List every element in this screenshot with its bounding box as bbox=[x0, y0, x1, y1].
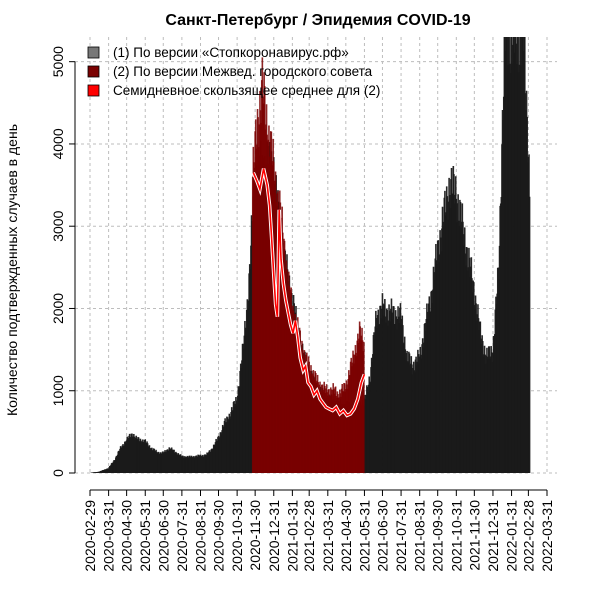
x-tick-label: 2020-05-31 bbox=[137, 500, 153, 572]
x-tick-label: 2020-09-30 bbox=[211, 500, 227, 572]
x-tick-label: 2020-06-30 bbox=[155, 500, 171, 572]
x-tick-label: 2020-10-31 bbox=[229, 500, 245, 572]
y-axis-label: Количество подтвержденных случаев в день bbox=[4, 124, 20, 416]
x-tick-label: 2020-08-31 bbox=[192, 500, 208, 572]
x-tick-label: 2020-12-31 bbox=[266, 500, 282, 572]
x-tick-label: 2021-04-30 bbox=[338, 500, 354, 572]
x-tick-label: 2021-10-31 bbox=[448, 500, 464, 572]
legend-label: Семидневное скользящее среднее для (2) bbox=[113, 83, 380, 98]
series-moving-average bbox=[252, 168, 366, 417]
legend-label: (2) По версии Межвед. городского совета bbox=[113, 64, 373, 79]
axes: 0 1000 2000 3000 4000 5000 2020-02-29 2020-03-3… bbox=[50, 46, 555, 572]
x-tick-label: 2020-03-31 bbox=[101, 500, 117, 572]
legend: (1) По версии «Стопкоронавирус.рф» (2) По… bbox=[87, 45, 380, 98]
x-tick-label: 2020-11-30 bbox=[247, 500, 263, 571]
y-tick-label: 2000 bbox=[50, 293, 66, 324]
x-tick-label: 2020-02-29 bbox=[82, 500, 98, 572]
x-tick-label: 2021-05-31 bbox=[356, 500, 372, 572]
x-tick-label: 2021-11-30 bbox=[466, 500, 482, 571]
legend-label: (1) По версии «Стопкоронавирус.рф» bbox=[113, 45, 349, 60]
y-tick-label: 3000 bbox=[50, 210, 66, 241]
x-tick-label: 2020-04-30 bbox=[119, 500, 135, 572]
legend-swatch bbox=[87, 84, 100, 97]
x-tick-label: 2021-08-31 bbox=[412, 500, 428, 572]
x-tick-label: 2020-07-31 bbox=[174, 500, 190, 572]
grid bbox=[75, 37, 557, 475]
x-tick-label: 2022-02-28 bbox=[520, 500, 536, 572]
legend-swatch bbox=[87, 46, 100, 59]
series-mezhved bbox=[251, 57, 365, 473]
x-tick-label: 2021-03-31 bbox=[320, 500, 336, 572]
y-tick-label: 5000 bbox=[50, 46, 66, 77]
x-tick-label: 2021-12-31 bbox=[485, 500, 501, 572]
x-tick-label: 2022-03-31 bbox=[539, 500, 555, 572]
y-tick-label: 4000 bbox=[50, 128, 66, 159]
series-layer bbox=[90, 37, 531, 473]
x-tick-label: 2021-06-30 bbox=[374, 500, 390, 572]
legend-swatch bbox=[87, 65, 100, 78]
y-tick-label: 0 bbox=[50, 469, 66, 477]
x-tick-label: 2021-02-28 bbox=[301, 500, 317, 572]
y-tick-label: 1000 bbox=[50, 375, 66, 406]
x-tick-label: 2022-01-31 bbox=[504, 500, 520, 572]
x-tick-label: 2021-01-31 bbox=[284, 500, 300, 572]
chart-title: Санкт-Петербург / Эпидемия COVID-19 bbox=[165, 12, 470, 29]
x-tick-label: 2021-09-30 bbox=[430, 500, 446, 572]
x-tick-label: 2021-07-31 bbox=[393, 500, 409, 572]
